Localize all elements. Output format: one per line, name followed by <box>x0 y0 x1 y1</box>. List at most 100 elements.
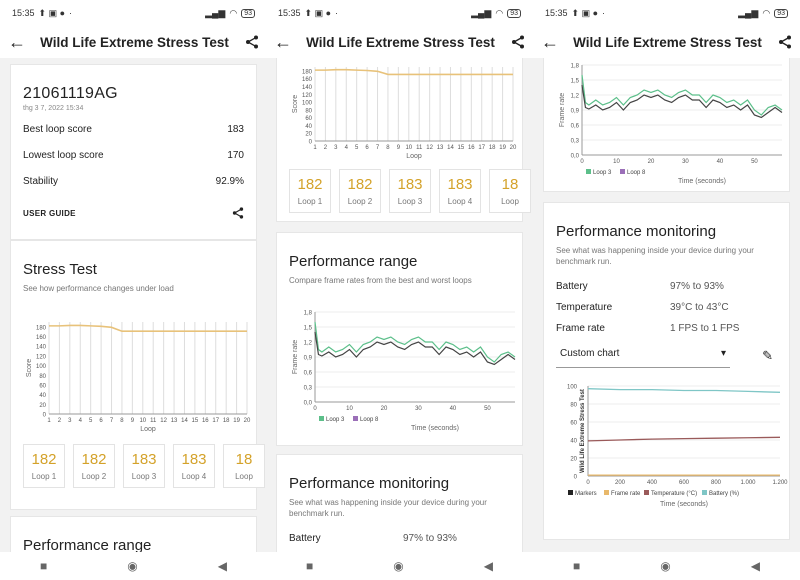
section-title: Performance range <box>289 253 418 270</box>
loop-card[interactable]: 18 Loop <box>223 444 265 488</box>
wifi-icon: ◠ <box>762 7 771 18</box>
x-tick-label: 18 <box>489 145 496 151</box>
loop-card[interactable]: 183 Loop 3 <box>389 169 431 213</box>
legend-label: Loop 3 <box>593 170 612 176</box>
scroll-content[interactable]: 0 20 40 60 80 100 120 140 160 180 1 2 3 4 5 6 7 8 9 10 11 12 1… <box>266 58 533 552</box>
monitoring-row: Temperature 39°C to 43°C <box>556 302 729 313</box>
share-icon[interactable] <box>503 35 525 49</box>
y-tick-label: 0,6 <box>304 371 313 377</box>
frame-rate-chart: 0,0 0,3 0,6 0,9 1,2 1,5 1,8 0 10 20 30 40 50 Frame ra… <box>559 64 783 185</box>
share-icon[interactable] <box>770 35 792 49</box>
legend-swatch <box>644 490 649 495</box>
x-tick-label: 1.200 <box>772 480 788 486</box>
scroll-content[interactable]: 21061119AG thg 3 7, 2022 15:34 Best loop… <box>0 58 267 552</box>
section-title: Performance monitoring <box>556 223 717 240</box>
fps-series-line <box>581 84 783 119</box>
recents-icon[interactable]: ■ <box>40 559 48 573</box>
x-tick-label: 7 <box>376 145 380 151</box>
y-tick-label: 0 <box>43 413 47 419</box>
x-tick-label: 6 <box>365 145 369 151</box>
chart-type-dropdown[interactable]: Custom chart ▾ <box>556 344 730 368</box>
x-tick-label: 9 <box>131 418 135 424</box>
dropdown-arrow-icon: ▾ <box>720 348 726 359</box>
y-tick-label: 20 <box>39 403 46 409</box>
user-guide-link[interactable]: USER GUIDE <box>23 208 76 218</box>
x-axis-label: Time (seconds) <box>411 425 459 432</box>
home-icon[interactable]: ◉ <box>660 559 671 573</box>
x-tick-label: 14 <box>447 145 454 151</box>
loop-card[interactable]: 183 Loop 3 <box>123 444 165 488</box>
recents-icon[interactable]: ■ <box>573 559 581 573</box>
legend-swatch <box>604 490 609 495</box>
battery-indicator: 93 <box>774 8 788 18</box>
x-tick-label: 8 <box>386 145 390 151</box>
x-axis-label: Loop <box>140 426 156 433</box>
status-time: 15:35 <box>12 8 35 18</box>
loop-card[interactable]: 182 Loop 1 <box>23 444 65 488</box>
loop-card[interactable]: 182 Loop 2 <box>73 444 115 488</box>
y-tick-label: 140 <box>36 345 47 351</box>
notification-icons: ⬆ ▣ ● <box>571 7 599 18</box>
status-bar: 15:35 ⬆ ▣ ● · ▂▄▆ ◠ 93 <box>0 0 267 26</box>
performance-monitoring-card: Performance monitoring See what was happ… <box>276 454 523 552</box>
y-tick-label: 0,3 <box>571 139 580 145</box>
monitoring-series-line <box>587 436 781 442</box>
x-tick-label: 2 <box>58 418 62 424</box>
y-tick-label: 100 <box>302 101 313 107</box>
back-nav-icon[interactable]: ◀ <box>217 559 227 573</box>
y-tick-label: 80 <box>570 403 577 409</box>
app-bar: ← Wild Life Extreme Stress Test <box>266 26 533 58</box>
x-tick-label: 30 <box>415 406 422 412</box>
scroll-content[interactable]: 0,0 0,3 0,6 0,9 1,2 1,5 1,8 0 10 20 30 40 50 Frame ra… <box>533 58 800 552</box>
x-tick-label: 11 <box>416 145 423 151</box>
page-title: Wild Life Extreme Stress Test <box>40 34 229 50</box>
back-arrow-icon[interactable]: ← <box>8 31 26 52</box>
y-tick-label: 1,2 <box>304 341 313 347</box>
y-tick-label: 60 <box>305 116 312 122</box>
status-time: 15:35 <box>278 8 301 18</box>
fps-series-line <box>314 321 516 363</box>
loop-card[interactable]: 183 Loop 4 <box>439 169 481 213</box>
share-icon[interactable] <box>232 207 244 219</box>
monitoring-row: Battery 97% to 93% <box>556 281 724 292</box>
x-tick-label: 1.000 <box>740 480 756 486</box>
user-guide-row[interactable]: USER GUIDE <box>23 207 244 219</box>
x-tick-label: 10 <box>346 406 353 412</box>
y-tick-label: 40 <box>305 124 312 130</box>
y-tick-label: 0 <box>574 475 578 481</box>
x-tick-label: 4 <box>345 145 349 151</box>
share-icon[interactable] <box>237 35 259 49</box>
y-tick-label: 140 <box>302 85 313 91</box>
y-tick-label: 0,6 <box>571 124 580 130</box>
legend-label: Battery (%) <box>709 491 739 497</box>
back-arrow-icon[interactable]: ← <box>541 31 559 52</box>
home-icon[interactable]: ◉ <box>393 559 404 573</box>
y-tick-label: 160 <box>302 77 313 83</box>
recents-icon[interactable]: ■ <box>306 559 314 573</box>
y-tick-label: 0,9 <box>304 356 313 362</box>
x-tick-label: 17 <box>478 145 485 151</box>
home-icon[interactable]: ◉ <box>127 559 138 573</box>
y-tick-label: 0,0 <box>304 401 313 407</box>
y-axis-label: Frame rate <box>292 340 299 374</box>
edit-pencil-icon[interactable]: ✎ <box>762 348 773 363</box>
back-nav-icon[interactable]: ◀ <box>750 559 760 573</box>
loop-card[interactable]: 182 Loop 2 <box>339 169 381 213</box>
x-tick-label: 20 <box>648 159 655 165</box>
x-tick-label: 50 <box>484 406 491 412</box>
frame-rate-chart: 0,0 0,3 0,6 0,9 1,2 1,5 1,8 0 10 20 30 40 50 Frame ra… <box>292 311 516 432</box>
performance-range-card: Performance range <box>10 516 257 552</box>
loop-card[interactable]: 183 Loop 4 <box>173 444 215 488</box>
loop-card[interactable]: 18 Loop <box>489 169 531 213</box>
x-tick-label: 4 <box>79 418 83 424</box>
back-arrow-icon[interactable]: ← <box>274 31 292 52</box>
y-tick-label: 0 <box>309 140 313 146</box>
x-tick-label: 12 <box>160 418 167 424</box>
x-tick-label: 1 <box>47 418 51 424</box>
section-description: See what was happening inside your devic… <box>556 246 754 266</box>
back-nav-icon[interactable]: ◀ <box>483 559 493 573</box>
phone-screen-3: 15:35 ⬆ ▣ ● · ▂▄▆ ◠ 93 ← Wild Life Extreme S… <box>533 0 800 580</box>
section-description: See how performance changes under load <box>23 284 174 293</box>
loop-card[interactable]: 182 Loop 1 <box>289 169 331 213</box>
